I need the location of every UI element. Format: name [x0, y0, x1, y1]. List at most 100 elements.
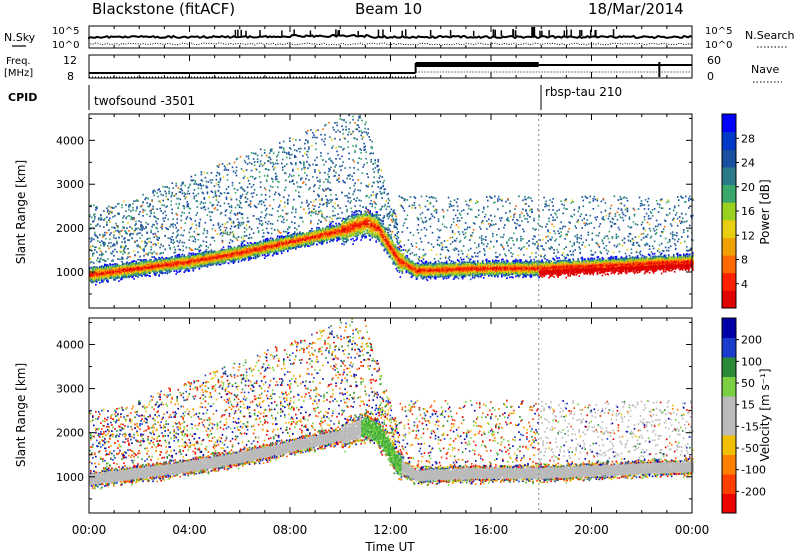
- data-cell: [132, 268, 134, 271]
- data-cell: [131, 276, 133, 279]
- data-cell: [229, 211, 232, 214]
- data-cell: [158, 273, 160, 276]
- data-cell: [127, 270, 129, 273]
- data-cell: [156, 208, 158, 211]
- data-cell: [103, 210, 105, 213]
- data-cell: [153, 189, 155, 192]
- data-cell: [217, 201, 220, 204]
- data-cell: [92, 252, 94, 255]
- data-cell: [139, 237, 141, 239]
- data-cell: [164, 235, 166, 237]
- data-cell: [138, 262, 140, 264]
- data-cell: [140, 265, 142, 268]
- data-cell: [104, 260, 106, 262]
- data-cell: [140, 225, 142, 228]
- data-cell: [153, 272, 155, 275]
- data-cell: [103, 244, 105, 247]
- data-cell: [126, 232, 128, 235]
- data-cell: [209, 179, 212, 182]
- data-cell: [178, 266, 181, 268]
- data-cell: [239, 202, 242, 205]
- data-cell: [170, 260, 173, 262]
- data-cell: [212, 224, 215, 227]
- data-cell: [108, 219, 110, 222]
- data-cell: [129, 269, 131, 272]
- data-cell: [167, 267, 169, 269]
- data-cell: [191, 254, 194, 257]
- data-cell: [147, 263, 149, 266]
- data-cell: [144, 271, 146, 274]
- data-cell: [119, 267, 121, 269]
- data-cell: [147, 267, 149, 269]
- data-cell: [135, 266, 137, 269]
- data-cell: [103, 279, 105, 281]
- data-cell: [97, 236, 99, 239]
- data-cell: [96, 224, 98, 227]
- data-cell: [181, 267, 184, 269]
- data-cell: [163, 262, 165, 264]
- data-cell: [161, 271, 163, 274]
- data-cell: [151, 266, 153, 268]
- data-cell: [225, 196, 228, 199]
- data-cell: [105, 278, 107, 280]
- data-cell: [112, 273, 114, 276]
- data-cell: [236, 204, 239, 206]
- data-cell: [91, 261, 93, 263]
- data-cell: [187, 264, 190, 266]
- data-cell: [193, 236, 196, 238]
- data-cell: [100, 273, 102, 275]
- data-cell: [189, 263, 192, 265]
- data-cell: [123, 268, 125, 270]
- data-cell: [125, 210, 127, 213]
- data-cell: [150, 229, 152, 232]
- data-cell: [179, 267, 182, 270]
- data-cell: [118, 273, 120, 276]
- data-cell: [177, 186, 180, 189]
- data-cell: [106, 270, 108, 272]
- data-cell: [186, 261, 189, 264]
- data-cell: [187, 258, 190, 261]
- data-cell: [223, 191, 226, 194]
- data-cell: [123, 275, 125, 278]
- data-cell: [249, 205, 252, 208]
- data-cell: [120, 278, 122, 281]
- data-cell: [178, 253, 181, 256]
- data-cell: [231, 231, 234, 233]
- data-cell: [92, 277, 94, 280]
- data-cell: [230, 221, 233, 224]
- data-cell: [120, 269, 122, 272]
- data-cell: [106, 264, 108, 267]
- data-cell: [117, 264, 119, 267]
- data-cell: [189, 248, 192, 250]
- data-cell: [172, 242, 175, 245]
- data-cell: [217, 222, 220, 225]
- data-cell: [169, 225, 171, 228]
- data-cell: [169, 257, 171, 260]
- data-cell: [172, 263, 175, 265]
- data-cell: [92, 254, 94, 257]
- data-cell: [114, 227, 116, 229]
- data-cell: [174, 258, 177, 261]
- data-cell: [101, 273, 103, 276]
- data-cell: [115, 270, 117, 273]
- data-cell: [100, 268, 102, 271]
- data-cell: [168, 192, 170, 195]
- data-cell: [115, 269, 117, 271]
- data-cell: [168, 267, 170, 270]
- data-cell: [135, 262, 137, 264]
- data-cell: [109, 217, 111, 220]
- data-cell: [216, 208, 219, 211]
- data-cell: [214, 229, 217, 232]
- data-cell: [95, 246, 97, 249]
- data-cell: [229, 196, 232, 199]
- data-cell: [179, 257, 182, 260]
- data-cell: [250, 192, 253, 195]
- data-cell: [240, 195, 243, 198]
- data-cell: [153, 263, 155, 265]
- data-cell: [108, 242, 110, 244]
- data-cell: [155, 252, 157, 255]
- data-cell: [179, 258, 182, 261]
- data-cell: [101, 240, 103, 242]
- data-cell: [136, 239, 138, 242]
- data-cell: [104, 267, 106, 270]
